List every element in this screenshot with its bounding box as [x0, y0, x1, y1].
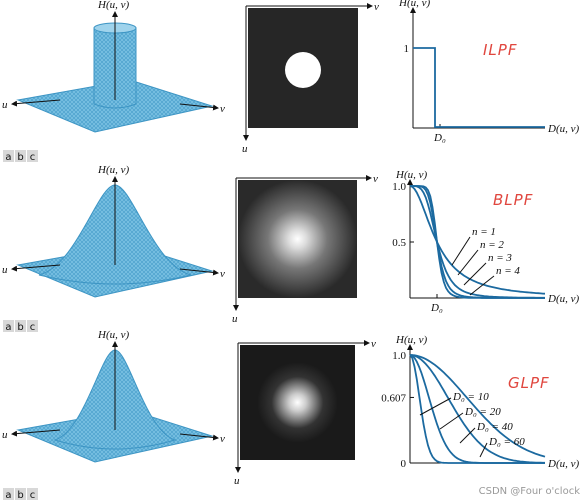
leader [457, 249, 479, 276]
axis-label: D(u, v) [547, 458, 579, 470]
axis-label: v [373, 173, 378, 185]
axis [11, 429, 61, 437]
panel-label-box [27, 150, 38, 162]
curve-label: D₀ = 20 [464, 406, 501, 418]
panel-label-box [27, 488, 38, 500]
axis-label: v [220, 433, 225, 445]
filter-image [238, 180, 357, 298]
panel-label: b [17, 322, 23, 333]
panel-label-box [3, 488, 14, 500]
curve [413, 47, 545, 128]
curve-label: n = 1 [472, 226, 496, 238]
axis-label: u [2, 264, 8, 276]
y-tick-label: 1.0 [392, 350, 406, 362]
axis-label: v [374, 1, 379, 13]
curve-label: n = 3 [488, 252, 512, 264]
axis-label: H(u, v) [97, 164, 129, 176]
x-tick-label: D₀ [433, 132, 446, 144]
panel-label: b [17, 490, 23, 500]
filter-tag: BLPF [493, 191, 533, 209]
y-tick-label: 1.0 [392, 181, 406, 193]
axis [179, 103, 219, 111]
panel-label-box [3, 150, 14, 162]
y-tick-label: 0.607 [381, 392, 406, 404]
curve [409, 354, 545, 464]
filter-image [240, 345, 355, 460]
axis-label: H(u, v) [97, 0, 129, 11]
axis-label: H(u, v) [97, 329, 129, 341]
y-tick-label: 1 [404, 43, 410, 55]
watermark: CSDN @Four o'clock [479, 486, 581, 497]
curve-label: n = 4 [496, 265, 520, 277]
axis-label: u [2, 99, 8, 111]
curve-label: D₀ = 10 [452, 391, 489, 403]
axis-label: u [232, 313, 238, 325]
panel-label: c [30, 322, 36, 333]
y-tick-label: 0.5 [392, 237, 406, 249]
axis-label: u [2, 429, 8, 441]
curve [409, 354, 545, 464]
filter-tag: GLPF [508, 374, 550, 392]
axis-label: u [234, 475, 240, 487]
axis-label: v [371, 338, 376, 350]
axis [179, 433, 219, 441]
panel-label: a [5, 152, 11, 163]
panel-label: a [5, 322, 11, 333]
passband [285, 52, 321, 88]
axis-label: H(u, v) [398, 0, 430, 9]
leader [463, 262, 487, 286]
panel-label-box [27, 320, 38, 332]
axis [11, 264, 61, 272]
panel-label: c [30, 490, 36, 500]
panel-label-box [15, 150, 26, 162]
x-tick-label: D₀ [430, 302, 443, 314]
leader [439, 412, 464, 430]
panel-label: c [30, 152, 36, 163]
curve [409, 185, 546, 295]
curve [409, 354, 546, 458]
axis-label: H(u, v) [395, 334, 427, 346]
axis-label: D(u, v) [547, 293, 579, 305]
filter-tag: ILPF [483, 41, 517, 59]
axis-label: u [242, 143, 248, 155]
leader [459, 427, 476, 444]
panel-label-box [15, 488, 26, 500]
curve-label: D₀ = 60 [488, 436, 525, 448]
axis [179, 268, 219, 276]
leader [479, 442, 488, 458]
panel-label-box [3, 320, 14, 332]
axis [11, 99, 61, 107]
leader [451, 236, 471, 266]
leader [469, 275, 495, 296]
y-tick-label: 0 [401, 458, 407, 470]
panel-label: a [5, 490, 11, 500]
curve [410, 185, 545, 299]
curve-label: n = 2 [480, 239, 504, 251]
axis-label: v [220, 103, 225, 115]
axis-label: H(u, v) [395, 169, 427, 181]
panel-label-box [15, 320, 26, 332]
axis-label: D(u, v) [547, 123, 579, 135]
leader [419, 397, 452, 416]
axis-label: v [220, 268, 225, 280]
panel-label: b [17, 152, 23, 163]
curve-label: D₀ = 40 [476, 421, 513, 433]
